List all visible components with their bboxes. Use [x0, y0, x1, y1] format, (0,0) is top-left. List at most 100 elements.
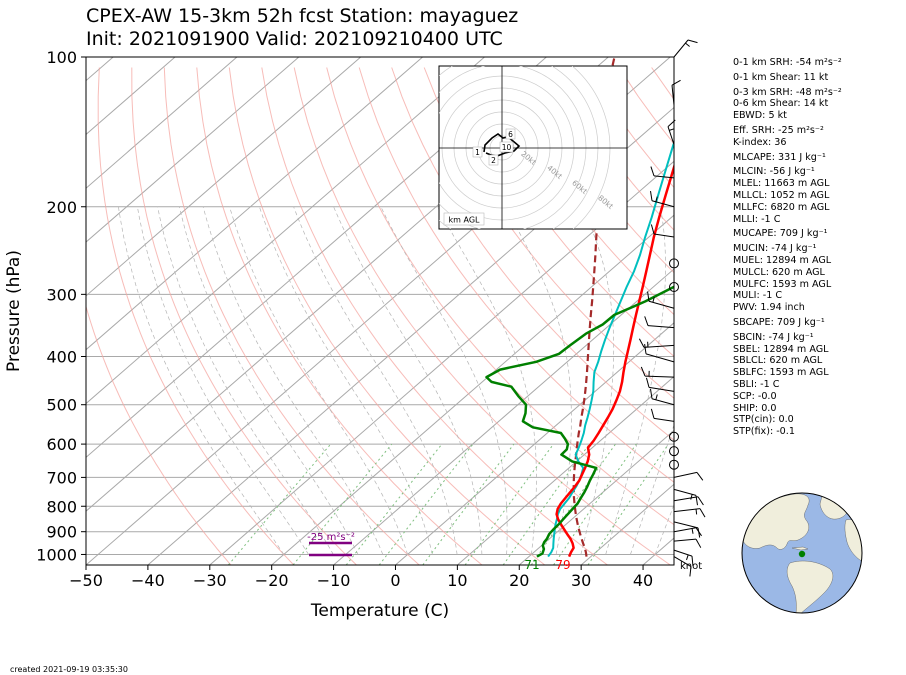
stat-line: MUEL: 12894 m AGL: [733, 254, 832, 266]
dry-adiabat-line: [488, 67, 674, 316]
wind-barb-shaft: [673, 488, 697, 496]
y-tick-label: 100: [46, 48, 77, 67]
stat-line: STP(cin): 0.0: [733, 414, 794, 426]
wind-barb-flag: [699, 508, 706, 518]
srh-label: -25 m²s⁻²: [307, 532, 355, 543]
wind-barb-flag: [669, 128, 675, 131]
isotherm-line: [86, 57, 362, 297]
dry-adiabat-line: [293, 67, 671, 565]
wind-barb-shaft: [644, 375, 675, 378]
stat-line: MLLI: -1 C: [733, 213, 781, 225]
wind-barb-shaft: [653, 417, 675, 422]
stat-line: 0-1 km Shear: 11 kt: [733, 71, 829, 83]
calm-wind-circle: [669, 282, 679, 293]
moist-adiabat-line: [293, 206, 458, 555]
stat-line: K-index: 36: [733, 136, 787, 148]
hodograph-unit-label: km AGL: [449, 216, 481, 225]
wind-barb-shaft: [667, 126, 675, 145]
stat-line: SBCIN: -74 J kg⁻¹: [733, 331, 814, 343]
y-tick-label: 600: [46, 435, 77, 454]
wind-barb-shaft: [651, 398, 675, 406]
y-tick-label: 400: [46, 348, 77, 367]
wind-barb-shaft: [643, 344, 675, 348]
y-tick-label: 200: [46, 198, 77, 217]
stat-line: MLEL: 11663 m AGL: [733, 178, 830, 190]
isotherm-line: [271, 214, 674, 565]
stat-line: SBEL: 12894 m AGL: [733, 343, 829, 355]
stat-line: MLLFC: 6820 m AGL: [733, 201, 830, 213]
wind-barb-shaft: [673, 521, 699, 529]
wind-barb-flag: [695, 508, 698, 515]
wind-barb-flag: [650, 408, 655, 419]
mixing-ratio-line: [553, 443, 637, 565]
mixing-ratio-line: [587, 443, 669, 565]
stat-line: SBLCL: 620 m AGL: [733, 355, 823, 367]
wind-barb-flag: [638, 338, 645, 348]
stat-line: STP(fix): -0.1: [733, 426, 795, 438]
wetbulb-profile-line: [547, 139, 674, 558]
dry-adiabat-line: [228, 67, 546, 565]
mixing-ratio-line: [292, 443, 393, 565]
wind-barb-flag: [647, 291, 650, 302]
stat-line: MULI: -1 C: [733, 290, 783, 302]
stat-line: PWV: 1.94 inch: [733, 302, 805, 314]
plot-frame: [85, 56, 675, 566]
y-tick-label: 900: [46, 523, 77, 542]
dry-adiabat-line: [131, 67, 357, 565]
wind-barb-flag: [644, 316, 649, 326]
moist-adiabat-line: [333, 206, 483, 555]
caribbean-islands: [791, 546, 809, 551]
dry-adiabat-line: [358, 67, 674, 483]
wind-barb-shaft: [647, 325, 675, 329]
mixing-ratio-line: [228, 443, 332, 565]
stat-line: MLCIN: -56 J kg⁻¹: [733, 166, 815, 178]
wind-barb-flag: [655, 196, 658, 202]
calm-wind-circle: [669, 446, 679, 457]
hodograph-height-label: 2: [491, 156, 496, 165]
wind-barb-flag: [655, 394, 658, 400]
isotherm-line: [147, 106, 674, 565]
dry-adiabat-line: [86, 304, 232, 565]
station-marker: [798, 550, 806, 558]
hodograph-height-box: [499, 141, 514, 153]
stat-line: EBWD: 5 kt: [733, 110, 787, 122]
wind-barb-flag: [650, 166, 655, 177]
mixing-ratio-line: [378, 443, 474, 565]
y-tick-label: 500: [46, 396, 77, 415]
wind-barb-shaft: [673, 556, 692, 568]
x-axis-label: Temperature (C): [310, 601, 449, 621]
hodograph-height-box: [505, 128, 516, 140]
hodograph-height-box: [472, 146, 483, 158]
wind-barb-shaft: [673, 538, 697, 542]
calm-wind-circle: [669, 258, 679, 269]
stat-line: 0-3 km SRH: -48 m²s⁻²: [733, 86, 842, 98]
wind-barb-shaft: [653, 175, 675, 179]
hodograph-height-label: 10: [502, 143, 512, 152]
mixing-ratio-line: [530, 443, 616, 565]
stat-line: Eff. SRH: -25 m²s⁻²: [733, 124, 824, 136]
wind-barb-flag: [690, 494, 693, 500]
stat-line: SBLFC: 1593 m AGL: [733, 367, 829, 379]
moist-adiabat-line: [259, 206, 433, 555]
parcel-path-line: [572, 57, 616, 557]
wind-barb-flag: [696, 472, 704, 481]
stat-line: MULCL: 620 m AGL: [733, 266, 825, 278]
dry-adiabat-line: [97, 67, 295, 565]
stat-line: MUCIN: -74 J kg⁻¹: [733, 243, 817, 255]
wind-barb-flag: [695, 527, 702, 537]
south-america-landmass: [786, 560, 834, 613]
wind-barb-shaft: [673, 39, 689, 58]
wind-barb-flag: [652, 297, 655, 303]
chart-title-line2: Init: 2021091900 Valid: 202109210400 UTC: [86, 28, 503, 50]
wind-barb-flag: [689, 566, 692, 577]
wind-barb-flag: [697, 496, 704, 506]
stat-line: SBCAPE: 709 J kg⁻¹: [733, 316, 825, 328]
dry-adiabat-line: [196, 67, 483, 565]
wind-barb-flag: [650, 388, 653, 399]
isotherm-line: [395, 322, 674, 565]
dewpoint-profile-line: [485, 285, 674, 558]
north-america-landmass: [742, 493, 810, 550]
stat-line: 0-6 km Shear: 14 kt: [733, 98, 829, 110]
dry-adiabat-line: [163, 67, 420, 565]
isotherm-line: [86, 57, 485, 405]
